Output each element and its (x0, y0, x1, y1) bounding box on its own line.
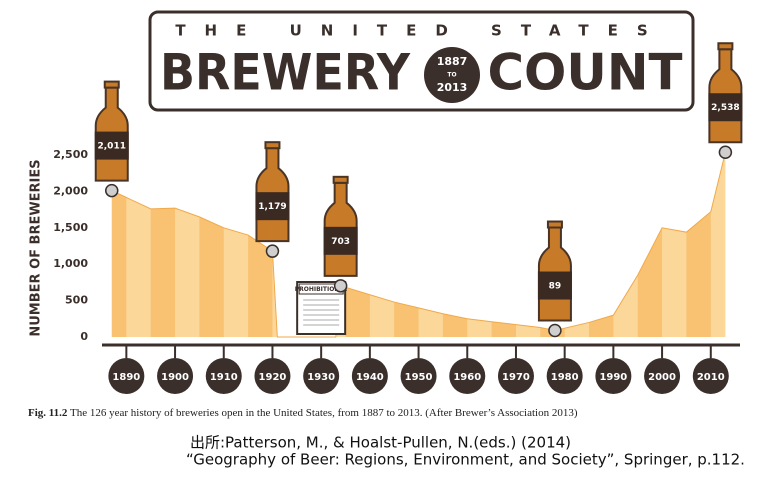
tick-badge (303, 358, 340, 394)
tick-badge (692, 358, 729, 394)
bottle (255, 141, 290, 243)
bottle-label (323, 226, 358, 255)
y-tick-label: 1,500 (53, 221, 88, 234)
x-tick-label: 2010 (697, 372, 725, 383)
stripe (515, 152, 541, 337)
x-tick-label: 1910 (210, 372, 238, 383)
tick-badge (108, 358, 145, 394)
bottle-cap (717, 42, 734, 51)
tick-badge (595, 358, 632, 394)
stripe (150, 152, 176, 337)
bottle-cap (546, 220, 563, 229)
bottle-label (537, 271, 572, 300)
badge-text: TO (447, 72, 456, 79)
tick-badge (254, 358, 291, 394)
bottle (323, 175, 358, 277)
stripe (442, 152, 468, 337)
x-tick-label: 1980 (551, 372, 579, 383)
title-top: THE UNITED STATES (175, 22, 666, 40)
stripe (735, 135, 760, 337)
tick-badge (546, 358, 583, 394)
x-tick-label: 1930 (307, 372, 335, 383)
x-tick-label: 1950 (405, 372, 433, 383)
stripe (710, 152, 726, 337)
bottle-cap (332, 175, 349, 184)
stripes (111, 135, 760, 337)
tick-badge (351, 358, 388, 394)
x-tick-label: 2000 (648, 372, 676, 383)
stripe (589, 152, 614, 337)
x-tick-label: 1940 (356, 372, 384, 383)
x-tick-label: 1920 (259, 372, 287, 383)
stripe (126, 152, 152, 337)
stripe (637, 152, 663, 337)
tick-badge (205, 358, 242, 394)
tick-badge (400, 358, 437, 394)
stripe (175, 152, 200, 337)
bottle-cap (264, 141, 281, 150)
y-tick-label: 500 (65, 294, 88, 307)
tick-badge (497, 358, 534, 394)
bottle-label (708, 93, 743, 122)
source-line: 出所:Patterson, M., & Hoalst-Pullen, N.(ed… (190, 434, 571, 452)
y-tick-label: 2,500 (53, 148, 88, 161)
data-point (548, 323, 562, 338)
chart-title: BREWERY (160, 44, 411, 102)
title-right: COUNT (488, 44, 683, 102)
stripe (686, 152, 712, 337)
bottle-label (94, 131, 129, 160)
stripe (223, 152, 249, 337)
tick-badge (157, 358, 194, 394)
data-point (718, 145, 733, 159)
data-label: 2,538 (711, 103, 739, 113)
x-tick-label: 1900 (161, 372, 189, 383)
stripe (491, 152, 517, 337)
data-point (265, 244, 280, 258)
x-tick-label: 1970 (502, 372, 530, 383)
caption-text: The 126 year history of breweries open i… (70, 407, 578, 419)
data-label: 1,179 (258, 202, 286, 212)
bottle (94, 80, 129, 182)
bottle (708, 42, 743, 144)
stripe (467, 152, 493, 337)
x-tick-label: 1890 (112, 372, 140, 383)
tick-badge (644, 358, 681, 394)
caption-label: Fig. 11.2 (28, 407, 68, 419)
stripe (369, 152, 395, 337)
bottle (537, 220, 572, 322)
data-point (104, 183, 119, 198)
source-line: “Geography of Beer: Regions, Environment… (186, 451, 745, 469)
stripe (418, 152, 444, 337)
tick-badge (449, 358, 486, 394)
x-tick-label: 1990 (599, 372, 627, 383)
data-label: 2,011 (98, 142, 126, 152)
annotation: PROHIBITION!!! (295, 286, 348, 293)
badge (424, 47, 480, 103)
y-tick-label: 1,000 (53, 257, 88, 270)
data-point (333, 279, 348, 293)
stripe (613, 152, 639, 337)
stripe (199, 152, 225, 337)
bottle-label (255, 192, 290, 221)
bottle-cap (103, 80, 120, 89)
badge-text: 2013 (437, 81, 468, 94)
badge-text: 1887 (437, 55, 468, 68)
stripe (111, 152, 127, 337)
y-axis-label: NUMBER OF BREWERIES (29, 159, 44, 336)
x-tick-label: 1960 (453, 372, 481, 383)
data-label: 89 (549, 282, 562, 292)
y-tick-label: 0 (80, 330, 88, 343)
stripe (662, 152, 687, 337)
caption: Fig. 11.2 The 126 year history of brewer… (28, 407, 578, 419)
title-box (148, 10, 695, 112)
y-tick-label: 2,000 (53, 184, 88, 197)
area-line (111, 152, 726, 338)
data-label: 703 (331, 237, 350, 247)
